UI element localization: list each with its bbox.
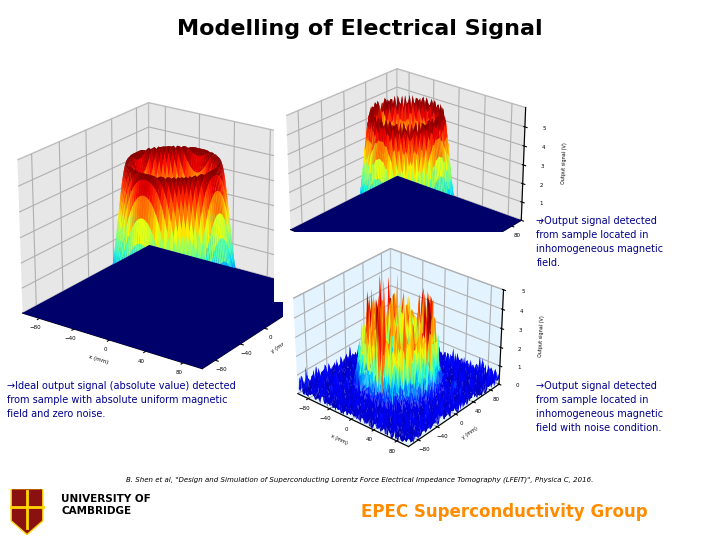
- Text: →Output signal detected
from sample located in
inhomogeneous magnetic
field.: →Output signal detected from sample loca…: [536, 216, 664, 268]
- X-axis label: x (mm): x (mm): [88, 355, 109, 366]
- Y-axis label: y (mm): y (mm): [462, 426, 480, 440]
- Text: Modelling of Electrical Signal: Modelling of Electrical Signal: [177, 19, 543, 39]
- Text: UNIVERSITY OF
CAMBRIDGE: UNIVERSITY OF CAMBRIDGE: [61, 494, 151, 516]
- X-axis label: x (mm): x (mm): [330, 269, 348, 281]
- X-axis label: x (mm): x (mm): [330, 434, 348, 445]
- Polygon shape: [12, 489, 43, 535]
- Y-axis label: y (mm): y (mm): [271, 339, 290, 354]
- Text: →Ideal output signal (absolute value) detected
from sample with absolute uniform: →Ideal output signal (absolute value) de…: [7, 381, 236, 418]
- Text: B. Shen et al, "Design and Simulation of Superconducting Lorentz Force Electrica: B. Shen et al, "Design and Simulation of…: [126, 476, 594, 483]
- Y-axis label: y (mm): y (mm): [477, 262, 495, 275]
- Text: EPEC Superconductivity Group: EPEC Superconductivity Group: [361, 503, 647, 521]
- Text: →Output signal detected
from sample located in
inhomogeneous magnetic
field with: →Output signal detected from sample loca…: [536, 381, 664, 433]
